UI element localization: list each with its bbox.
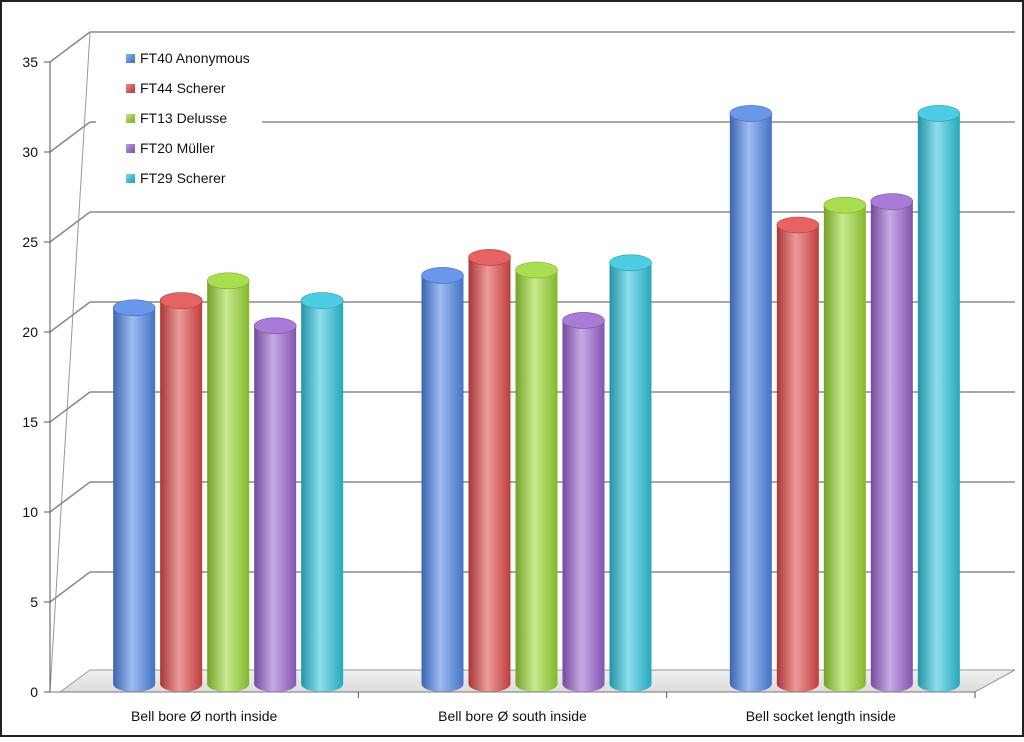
bar-body	[562, 320, 605, 692]
bar-top	[206, 272, 250, 290]
chart-walls	[49, 31, 91, 693]
bar-body	[917, 113, 960, 692]
bar-body	[609, 262, 652, 692]
bar-body	[113, 307, 156, 692]
bar-body	[421, 275, 464, 692]
bar	[562, 312, 605, 692]
y-tick-label: 5	[30, 594, 38, 610]
bar	[159, 292, 203, 692]
bar-body	[160, 300, 203, 692]
bar	[468, 249, 511, 692]
bar-top	[300, 292, 344, 309]
x-axis: Bell bore Ø north inside Bell bore Ø sout…	[50, 691, 976, 724]
bar-top	[729, 105, 773, 122]
y-tick-label: 30	[22, 144, 38, 160]
legend-swatch	[126, 144, 135, 153]
bar-top	[112, 299, 156, 317]
y-tick-label: 0	[30, 684, 38, 700]
legend-item: FT29 Scherer	[126, 170, 226, 186]
bar-top	[823, 196, 867, 214]
bar-top	[917, 105, 961, 122]
gridline-depth	[49, 211, 91, 243]
y-tick-label: 35	[22, 54, 38, 70]
bar	[421, 267, 464, 692]
bar-top	[870, 193, 914, 210]
bar-body	[823, 205, 866, 692]
legend-item: FT40 Anonymous	[126, 50, 250, 66]
legend-item: FT20 Müller	[126, 140, 215, 156]
legend-label: FT40 Anonymous	[140, 50, 250, 66]
bar	[917, 105, 961, 692]
bar	[823, 196, 867, 692]
bar-top	[609, 254, 652, 272]
y-axis: 0 5 10 15 20 25 30 35	[22, 54, 51, 700]
legend-swatch	[126, 54, 135, 63]
legend-item: FT13 Delusse	[126, 110, 227, 126]
legend-box	[96, 42, 262, 190]
bar	[253, 317, 297, 692]
gridline-depth	[49, 571, 91, 603]
bar	[300, 292, 344, 692]
bar-body	[729, 113, 772, 692]
bar-top	[253, 317, 297, 335]
bar-body	[301, 300, 344, 692]
gridline-depth	[49, 301, 91, 333]
legend-label: FT29 Scherer	[140, 170, 226, 186]
x-tick-label: Bell bore Ø north inside	[131, 708, 278, 724]
legend-label: FT20 Müller	[140, 140, 215, 156]
bar-top	[468, 249, 511, 266]
bar-body	[870, 201, 913, 692]
legend-label: FT44 Scherer	[140, 80, 226, 96]
y-tick-label: 15	[22, 414, 38, 430]
bar-top	[562, 312, 605, 329]
y-tick-label: 20	[22, 324, 38, 340]
bar-top	[515, 261, 558, 279]
bar	[609, 254, 652, 692]
gridline-depth	[49, 481, 91, 513]
bar-body	[254, 325, 297, 692]
bar	[515, 261, 558, 692]
bar	[112, 299, 156, 692]
legend-swatch	[126, 84, 135, 93]
bar	[870, 193, 914, 692]
legend: FT40 Anonymous FT44 Scherer FT13 Delusse FT…	[96, 42, 262, 190]
gridline-depth	[49, 31, 91, 63]
legend-label: FT13 Delusse	[140, 110, 227, 126]
bar	[206, 272, 250, 692]
legend-swatch	[126, 114, 135, 123]
bar-top	[159, 292, 203, 309]
y-tick-label: 25	[22, 234, 38, 250]
bar	[729, 105, 773, 692]
bar-top	[776, 216, 820, 234]
bar-body	[207, 280, 250, 692]
bar-body	[468, 257, 511, 692]
bar-body	[515, 270, 558, 692]
x-tick-label: Bell socket length inside	[746, 708, 896, 724]
legend-swatch	[126, 174, 135, 183]
gridline-depth	[49, 391, 91, 423]
gridline-depth	[49, 121, 91, 153]
bar-body	[776, 225, 819, 692]
bar-top	[421, 267, 464, 284]
bar	[776, 216, 820, 692]
y-tick-label: 10	[22, 504, 38, 520]
bar-series	[112, 105, 961, 692]
x-tick-label: Bell bore Ø south inside	[438, 708, 587, 724]
legend-item: FT44 Scherer	[126, 80, 226, 96]
